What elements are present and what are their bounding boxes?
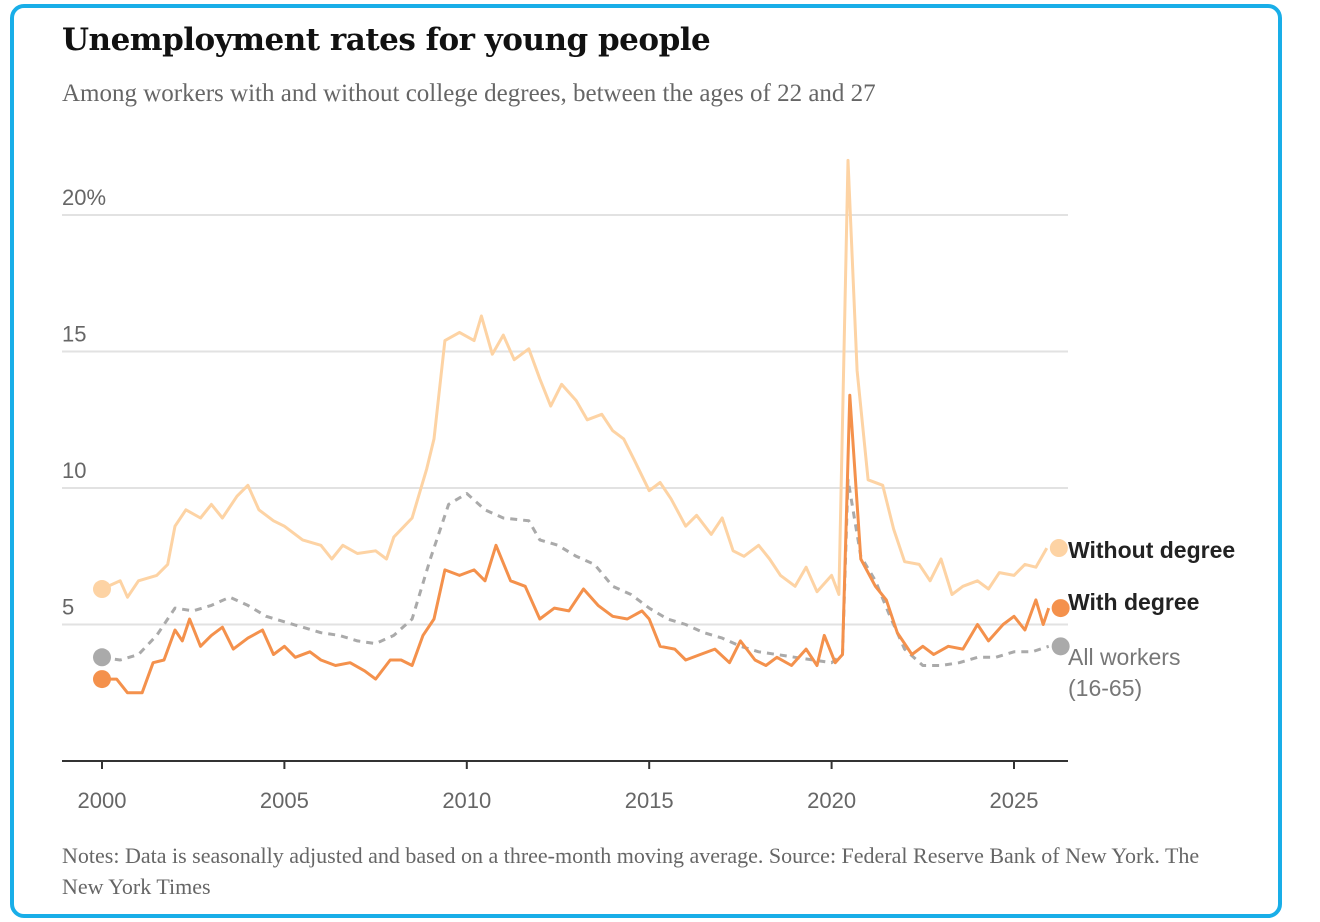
y-tick-label-15: 15 [62,322,86,347]
x-tick-label-2025: 2025 [990,788,1039,813]
legend-label-without-degree: Without degree [1068,537,1235,563]
chart-title: Unemployment rates for young people [62,22,711,58]
start-dot-with-degree [93,670,111,689]
start-dot-without-degree [93,580,111,599]
end-dot-with-degree [1051,599,1070,618]
start-dot-all-workers [93,648,111,667]
series-line-without-degree [101,158,1049,599]
chart-notes: Notes: Data is seasonally adjusted and b… [62,843,1200,899]
series-line-with-degree [102,393,1051,695]
y-tick-label-20: 20% [62,185,106,210]
x-tick-label-2020: 2020 [807,788,856,813]
x-tick-label-2010: 2010 [442,788,491,813]
legend-label-all-workers: All workers [1068,644,1180,670]
end-dot-without-degree [1049,539,1068,558]
legend-label-with-degree: With degree [1068,589,1199,615]
end-dot-all-workers [1051,637,1070,656]
chart-frame [10,4,1282,918]
x-tick-label-2000: 2000 [78,788,127,813]
y-tick-label-10: 10 [62,458,86,483]
y-tick-label-5: 5 [62,595,74,620]
series-line-all-workers [101,478,1050,667]
chart-subtitle: Among workers with and without college d… [62,80,876,107]
x-tick-label-2015: 2015 [625,788,674,813]
legend-label-all-workers-age: (16-65) [1068,675,1142,701]
x-tick-label-2005: 2005 [260,788,309,813]
